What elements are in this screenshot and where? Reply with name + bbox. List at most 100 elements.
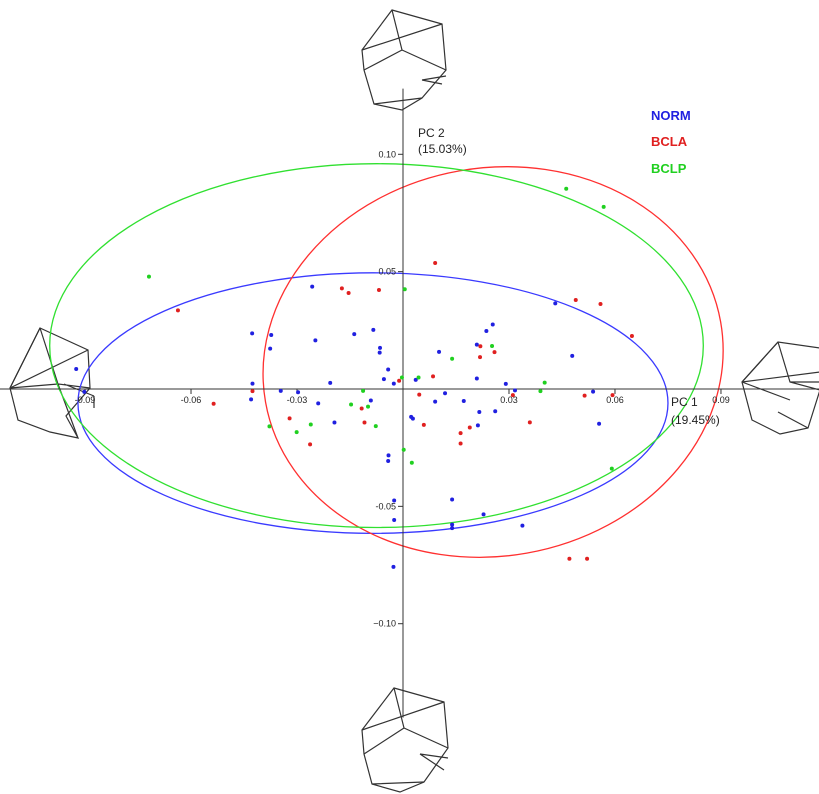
y-tick-label: 0.05 <box>378 267 396 277</box>
shape-icon-right <box>741 341 819 435</box>
x-tick-label: -0.09 <box>75 395 96 405</box>
data-point-bclp <box>601 204 606 209</box>
data-point-bcla <box>467 425 472 430</box>
data-point-bclp <box>402 287 407 292</box>
shape-icon-top <box>361 9 447 111</box>
data-point-bclp <box>564 186 569 191</box>
data-point-bclp <box>146 274 151 279</box>
data-point-norm <box>269 333 274 338</box>
data-point-bcla <box>510 393 515 398</box>
data-point-norm <box>461 398 466 403</box>
data-point-bcla <box>573 298 578 303</box>
data-point-norm <box>377 350 382 355</box>
data-point-norm <box>386 459 391 464</box>
data-point-norm <box>386 367 391 372</box>
data-point-norm <box>313 338 318 343</box>
data-point-bcla <box>598 302 603 307</box>
data-point-norm <box>381 377 386 382</box>
data-point-norm <box>74 367 79 372</box>
confidence-ellipse-bcla <box>262 166 724 558</box>
data-point-bclp <box>542 380 547 385</box>
data-point-norm <box>474 342 479 347</box>
legend: NORM BCLA BCLP <box>651 108 691 176</box>
data-point-bclp <box>409 460 414 465</box>
data-point-norm <box>450 522 455 527</box>
data-point-bcla <box>582 393 587 398</box>
x-tick-label: -0.03 <box>287 395 308 405</box>
data-point-bclp <box>609 466 614 471</box>
data-point-bclp <box>349 402 354 407</box>
data-point-norm <box>371 327 376 332</box>
x-tick-label: 0.03 <box>500 395 518 405</box>
data-point-bcla <box>433 260 438 265</box>
shape-icon-left <box>9 327 95 439</box>
data-point-norm <box>597 421 602 426</box>
data-point-norm <box>413 377 418 382</box>
data-point-norm <box>493 409 498 414</box>
data-point-norm <box>484 329 489 334</box>
data-point-norm <box>82 389 87 394</box>
data-point-bclp <box>366 404 371 409</box>
data-point-bcla <box>629 333 634 338</box>
data-point-bcla <box>458 431 463 436</box>
data-point-bcla <box>421 422 426 427</box>
data-point-norm <box>391 564 396 569</box>
data-point-norm <box>316 401 321 406</box>
data-point-norm <box>443 391 448 396</box>
axes: -0.09 -0.06 -0.03 0.03 0.06 0.09 0.10 0.05 -0.05… <box>0 88 819 718</box>
data-point-norm <box>268 346 273 351</box>
data-point-bcla <box>175 308 180 313</box>
data-point-norm <box>433 399 438 404</box>
data-point-bcla <box>359 406 364 411</box>
data-point-bcla <box>567 556 572 561</box>
x-axis-label-percent: (19.45%) <box>671 413 720 427</box>
data-point-bcla <box>527 420 532 425</box>
data-point-bclp <box>399 375 404 380</box>
data-point-bcla <box>376 287 381 292</box>
y-tick-label: −0.10 <box>373 619 396 629</box>
data-point-bcla <box>478 355 483 360</box>
data-point-norm <box>296 390 301 395</box>
data-point-norm <box>278 388 283 393</box>
data-point-bcla <box>250 389 255 394</box>
data-point-norm <box>570 353 575 358</box>
data-point-norm <box>410 416 415 421</box>
data-point-norm <box>512 388 517 393</box>
data-point-norm <box>391 381 396 386</box>
data-point-bclp <box>267 424 272 429</box>
data-point-bcla <box>308 442 313 447</box>
data-point-norm <box>332 420 337 425</box>
data-point-bcla <box>397 378 402 383</box>
data-point-norm <box>477 410 482 415</box>
data-point-bcla <box>339 286 344 291</box>
y-tick-label: 0.10 <box>378 149 396 159</box>
data-points <box>74 186 634 569</box>
confidence-ellipses <box>49 163 724 558</box>
x-tick-label: 0.09 <box>712 395 730 405</box>
data-point-norm <box>310 284 315 289</box>
data-point-norm <box>450 526 455 531</box>
data-point-bclp <box>450 356 455 361</box>
data-point-norm <box>490 322 495 327</box>
data-point-norm <box>378 345 383 350</box>
data-point-bcla <box>362 420 367 425</box>
legend-item-bcla: BCLA <box>651 134 688 149</box>
data-point-norm <box>386 453 391 458</box>
data-point-bcla <box>458 441 463 446</box>
confidence-ellipse-bclp <box>49 163 704 529</box>
data-point-bclp <box>308 422 313 427</box>
data-point-bclp <box>538 389 543 394</box>
data-point-bclp <box>294 430 299 435</box>
shape-icon-bottom <box>361 687 449 793</box>
data-point-norm <box>474 376 479 381</box>
x-axis-label: PC 1 <box>671 395 698 409</box>
data-point-bcla <box>417 392 422 397</box>
y-axis-label: PC 2 <box>418 126 445 140</box>
data-point-norm <box>475 423 480 428</box>
legend-item-bclp: BCLP <box>651 161 687 176</box>
confidence-ellipse-norm <box>77 272 669 534</box>
data-point-norm <box>250 331 255 336</box>
data-point-norm <box>553 301 558 306</box>
data-point-norm <box>368 398 373 403</box>
